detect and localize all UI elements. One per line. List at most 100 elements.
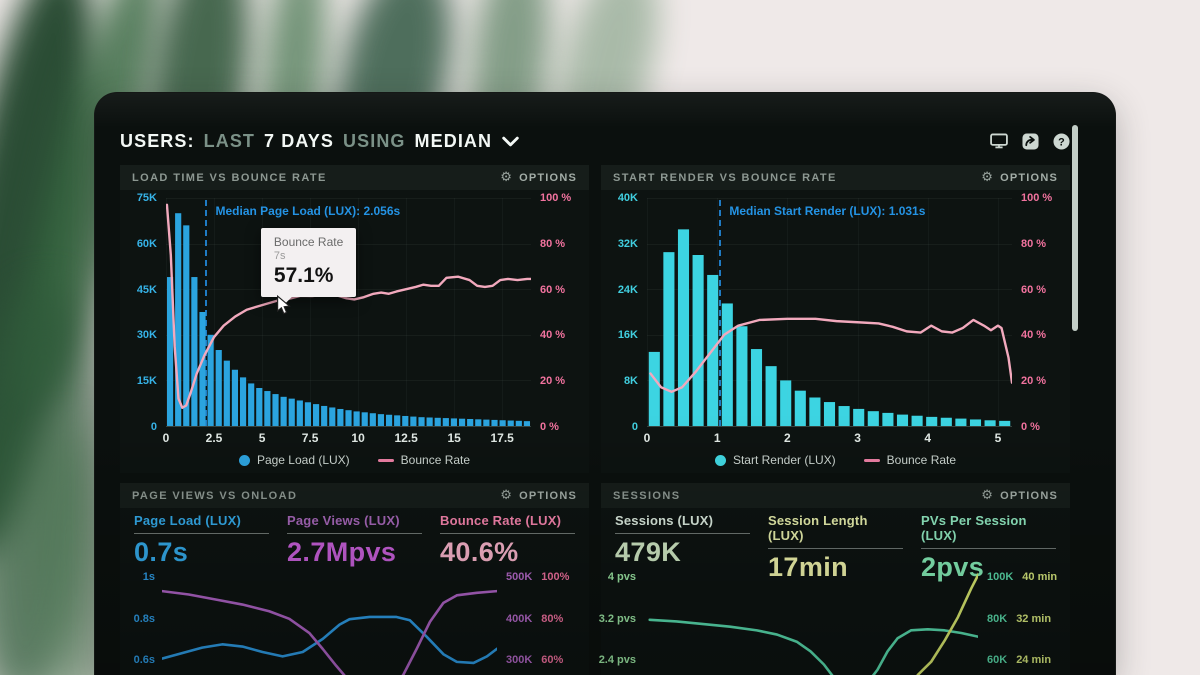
dot-marker-icon [238, 454, 250, 466]
y-axis-right: 100 % 80 % 60 % 40 % 20 % 0 % [531, 192, 589, 433]
y-axis-right: 500K 100% 400K 80% 300K 60% [497, 571, 589, 675]
axis-tick: 32 min [1016, 612, 1052, 625]
metric-value: 40.6% [440, 537, 519, 567]
options-button[interactable]: ⚙ OPTIONS [981, 489, 1058, 502]
date-range-selector[interactable]: USERS: LAST 7 DAYS USING MEDIAN [120, 131, 519, 152]
gear-icon: ⚙ [981, 170, 995, 185]
axis-tick: 0 [631, 421, 638, 433]
gridline [310, 198, 312, 426]
gridline [857, 198, 859, 426]
legend-label: Page Load (LUX) [256, 453, 350, 467]
x-axis-tick: 0 [643, 431, 651, 445]
tooltip-series: Bounce Rate [273, 234, 344, 249]
axis-tick: 20 % [540, 375, 566, 388]
gear-icon: ⚙ [500, 170, 514, 185]
options-label: OPTIONS [519, 489, 577, 502]
metric-divider [440, 533, 575, 534]
metric-value: 2.7Mpvs [287, 537, 397, 567]
axis-tick: 60 % [1021, 283, 1047, 296]
options-button[interactable]: ⚙ OPTIONS [500, 171, 577, 184]
x-axis-tick: 4 [924, 431, 932, 445]
x-axis-tick: 2.5 [205, 431, 223, 445]
axis-tick-pair: 400K 80% [506, 613, 563, 625]
chart-plot-area[interactable]: Median Start Render (LUX): 1.031s [647, 198, 1012, 427]
metric-value: 17min [768, 552, 849, 582]
gridline [214, 198, 216, 426]
scrollbar-thumb[interactable] [1072, 125, 1078, 331]
gridline [647, 243, 1012, 245]
gridline [406, 198, 408, 426]
axis-tick: 4 pvs [607, 571, 636, 584]
axis-tick-pair: 80K 32 min [987, 613, 1051, 625]
options-button[interactable]: ⚙ OPTIONS [500, 489, 577, 502]
gridline [166, 198, 167, 426]
metric-value: 479K [615, 537, 682, 567]
median-label: Median Start Render (LUX): 1.031s [729, 204, 926, 218]
metric-label: Sessions (LUX) [615, 513, 714, 528]
metric-label: Page Load (LUX) [134, 513, 242, 528]
legend-item[interactable]: Bounce Rate [863, 453, 957, 467]
axis-tick: 60K [987, 654, 1008, 667]
x-axis-tick: 17.5 [490, 431, 514, 445]
tooltip-value: 57.1% [273, 263, 334, 287]
header-segment: MEDIAN [414, 130, 493, 151]
axis-tick: 45K [136, 283, 157, 296]
median-marker-line [719, 200, 722, 426]
gridline [166, 198, 531, 199]
axis-tick: 0 [150, 421, 157, 433]
share-icon[interactable] [1021, 132, 1039, 150]
dot-marker-icon [714, 454, 726, 466]
legend-item[interactable]: Bounce Rate [377, 453, 470, 467]
gridline [647, 289, 1012, 291]
axis-tick: 20 % [1021, 375, 1047, 388]
y-axis-left: 75K 60K 45K 30K 15K 0 [120, 192, 166, 433]
axis-tick: 0 % [540, 421, 559, 433]
metric-page-views: Page Views (LUX) 2.7Mpvs [287, 513, 422, 571]
axis-tick: 16K [617, 329, 638, 342]
axis-tick: 40 % [1021, 329, 1047, 342]
display-icon[interactable] [990, 132, 1008, 150]
axis-tick: 500K [506, 571, 533, 584]
histogram-chart: 40K 32K 24K 16K 8K 0 Median Start Render (LUX… [601, 190, 1070, 473]
x-axis-tick: 12.5 [394, 431, 418, 445]
metric-divider [615, 533, 750, 534]
mouse-cursor-icon [276, 294, 291, 320]
legend-item[interactable]: Page Load (LUX) [238, 453, 350, 467]
load_time-svg [166, 198, 531, 426]
line-marker-icon [863, 458, 880, 462]
panel-header: SESSIONS ⚙ OPTIONS [601, 483, 1070, 508]
y-axis-left: 4 pvs 3.2 pvs 2.4 pvs [598, 571, 643, 675]
gear-icon: ⚙ [500, 488, 514, 503]
header-segment: 7 DAYS [264, 130, 335, 151]
chart-plot-area[interactable] [643, 571, 978, 675]
axis-tick: 75K [136, 192, 157, 204]
chart-plot-area[interactable]: Median Page Load (LUX): 2.056s Bounce Ra… [166, 198, 531, 427]
axis-tick: 15K [136, 375, 157, 388]
legend-item[interactable]: Start Render (LUX) [714, 453, 836, 467]
chart-plot-area[interactable] [162, 571, 497, 675]
gear-icon: ⚙ [981, 488, 995, 503]
axis-tick: 2.4 pvs [598, 654, 636, 667]
axis-tick: 24 min [1016, 654, 1052, 667]
median-label: Median Page Load (LUX): 2.056s [215, 204, 401, 218]
axis-tick-pair: 500K 100% [506, 571, 569, 583]
chart-legend: Page Load (LUX) Bounce Rate [120, 447, 589, 473]
x-axis-tick: 7.5 [301, 431, 319, 445]
y-axis-right: 100 % 80 % 60 % 40 % 20 % 0 % [1012, 192, 1070, 433]
axis-tick: 400K [506, 612, 533, 625]
legend-label: Bounce Rate [886, 453, 957, 467]
svg-text:?: ? [1058, 136, 1065, 148]
axis-tick: 8K [623, 375, 638, 388]
options-button[interactable]: ⚙ OPTIONS [981, 171, 1058, 184]
axis-tick: 0.8s [133, 612, 155, 625]
median-marker-line [205, 200, 208, 426]
gridline [787, 198, 789, 426]
metric-divider [287, 533, 422, 534]
panel-start-render: START RENDER VS BOUNCE RATE ⚙ OPTIONS 40… [601, 165, 1070, 473]
help-icon[interactable]: ? [1052, 132, 1070, 150]
gridline [454, 198, 456, 426]
axis-tick: 32K [617, 237, 638, 250]
gridline [166, 380, 531, 382]
axis-tick: 40 % [540, 329, 566, 342]
sessions-svg [643, 571, 978, 675]
